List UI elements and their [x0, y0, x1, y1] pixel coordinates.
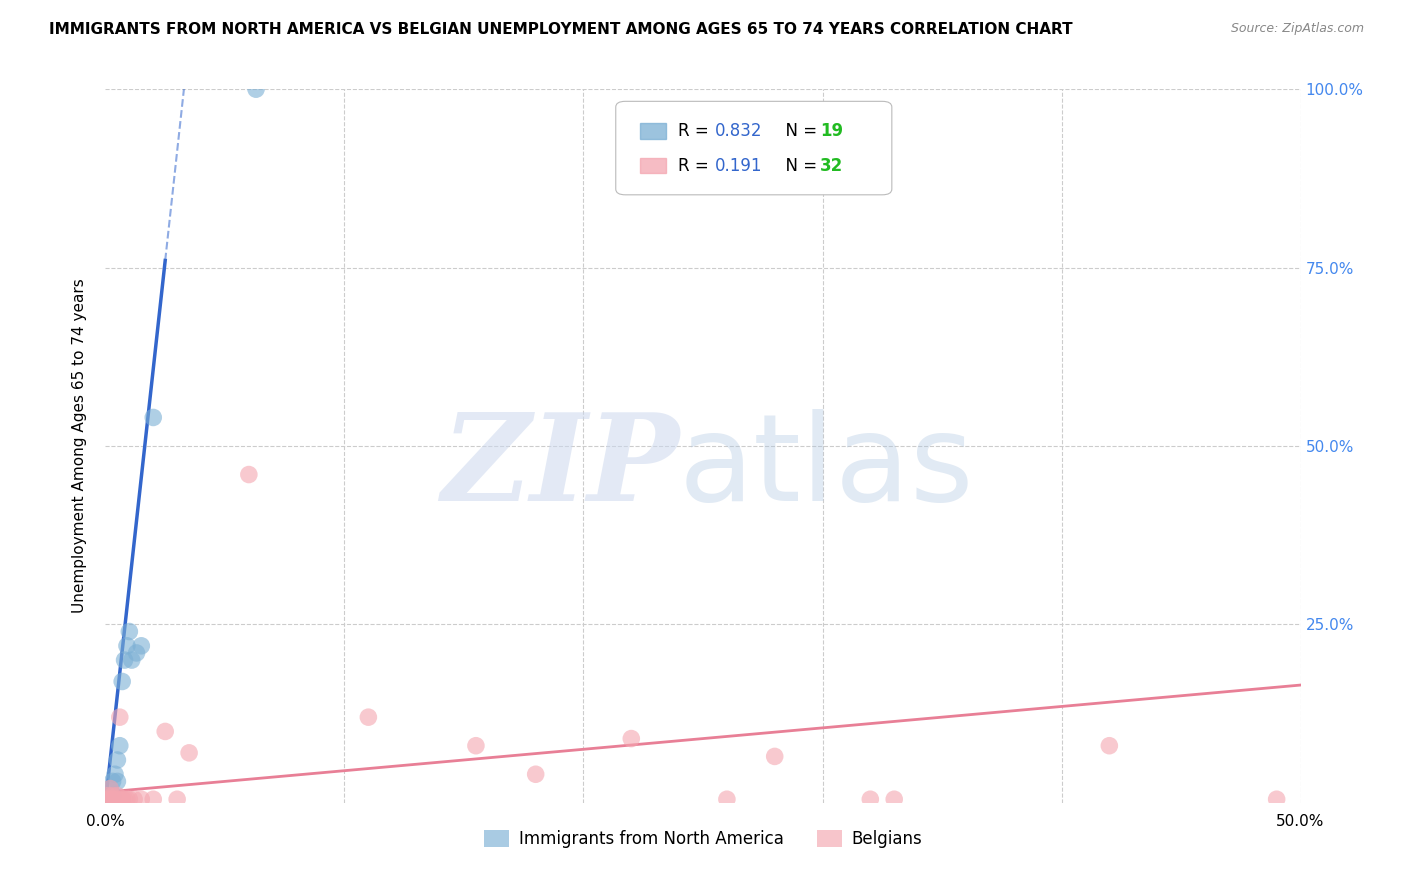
Point — [142, 410, 165, 425]
Point — [98, 792, 121, 806]
Point — [245, 82, 267, 96]
Point — [763, 749, 786, 764]
Text: N =: N = — [775, 122, 823, 140]
Point — [97, 789, 120, 803]
Point — [716, 792, 738, 806]
Text: 0.832: 0.832 — [716, 122, 762, 140]
Point — [101, 789, 124, 803]
Point — [114, 653, 136, 667]
Legend: Immigrants from North America, Belgians: Immigrants from North America, Belgians — [477, 823, 929, 855]
Text: atlas: atlas — [679, 409, 974, 526]
Point — [97, 792, 120, 806]
Point — [97, 789, 120, 803]
Point — [125, 646, 148, 660]
Point — [1098, 739, 1121, 753]
Point — [238, 467, 260, 482]
Point — [101, 789, 124, 803]
Point — [104, 767, 127, 781]
Point — [464, 739, 488, 753]
Point — [118, 624, 141, 639]
Point — [108, 710, 131, 724]
Point — [129, 792, 153, 806]
Bar — [640, 158, 666, 173]
Point — [357, 710, 380, 724]
Point — [620, 731, 643, 746]
Point — [104, 792, 127, 806]
Text: IMMIGRANTS FROM NORTH AMERICA VS BELGIAN UNEMPLOYMENT AMONG AGES 65 TO 74 YEARS : IMMIGRANTS FROM NORTH AMERICA VS BELGIAN… — [49, 22, 1073, 37]
Point — [107, 792, 129, 806]
Y-axis label: Unemployment Among Ages 65 to 74 years: Unemployment Among Ages 65 to 74 years — [72, 278, 87, 614]
Point — [524, 767, 547, 781]
Point — [1265, 792, 1288, 806]
Text: 19: 19 — [820, 122, 844, 140]
FancyBboxPatch shape — [616, 102, 891, 194]
Point — [166, 792, 188, 806]
Point — [115, 792, 138, 806]
Point — [98, 781, 121, 796]
Point — [107, 789, 129, 803]
Point — [101, 792, 124, 806]
Point — [98, 781, 121, 796]
Point — [118, 792, 141, 806]
Point — [101, 774, 124, 789]
Text: R =: R = — [678, 122, 714, 140]
Point — [107, 774, 129, 789]
Text: 32: 32 — [820, 157, 844, 175]
Point — [107, 753, 129, 767]
Point — [142, 792, 165, 806]
Point — [114, 792, 136, 806]
Point — [129, 639, 153, 653]
Point — [111, 792, 134, 806]
Point — [111, 674, 134, 689]
Point — [98, 792, 121, 806]
Text: 0.191: 0.191 — [716, 157, 762, 175]
Point — [122, 792, 145, 806]
Text: N =: N = — [775, 157, 823, 175]
Point — [111, 792, 134, 806]
Point — [883, 792, 905, 806]
Point — [177, 746, 201, 760]
Bar — [640, 123, 666, 139]
Point — [115, 639, 138, 653]
Point — [859, 792, 882, 806]
Text: Source: ZipAtlas.com: Source: ZipAtlas.com — [1230, 22, 1364, 36]
Text: R =: R = — [678, 157, 718, 175]
Point — [121, 653, 143, 667]
Point — [108, 739, 131, 753]
Point — [97, 792, 120, 806]
Point — [153, 724, 177, 739]
Text: ZIP: ZIP — [441, 409, 679, 526]
